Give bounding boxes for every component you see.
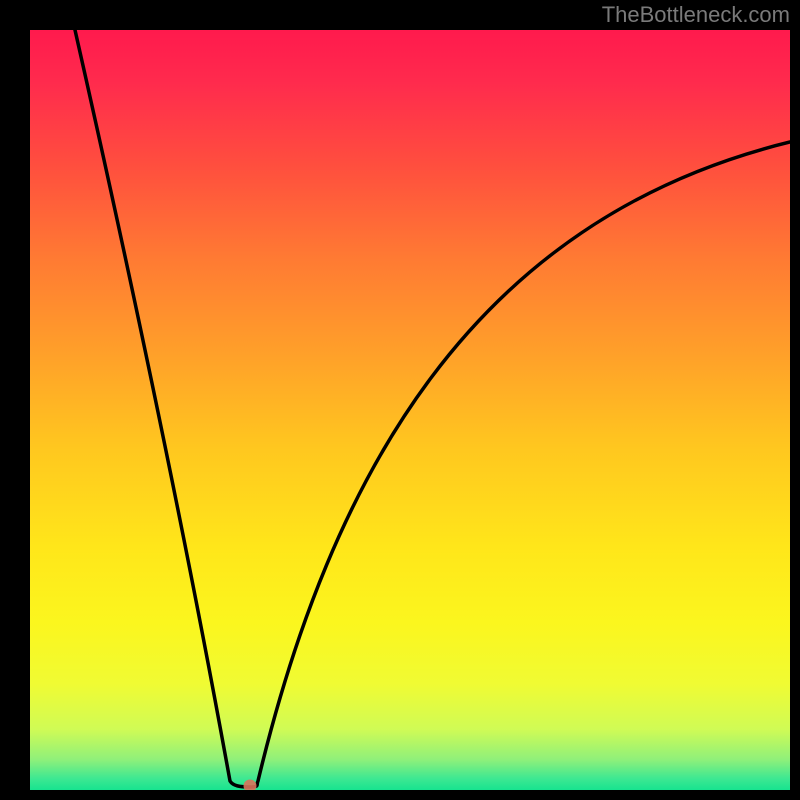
watermark-text: TheBottleneck.com (602, 2, 790, 28)
chart-root: TheBottleneck.com (0, 0, 800, 800)
curve-layer (30, 30, 790, 790)
bottleneck-curve (75, 30, 790, 787)
plot-area (30, 30, 790, 790)
optimum-marker (244, 780, 257, 791)
